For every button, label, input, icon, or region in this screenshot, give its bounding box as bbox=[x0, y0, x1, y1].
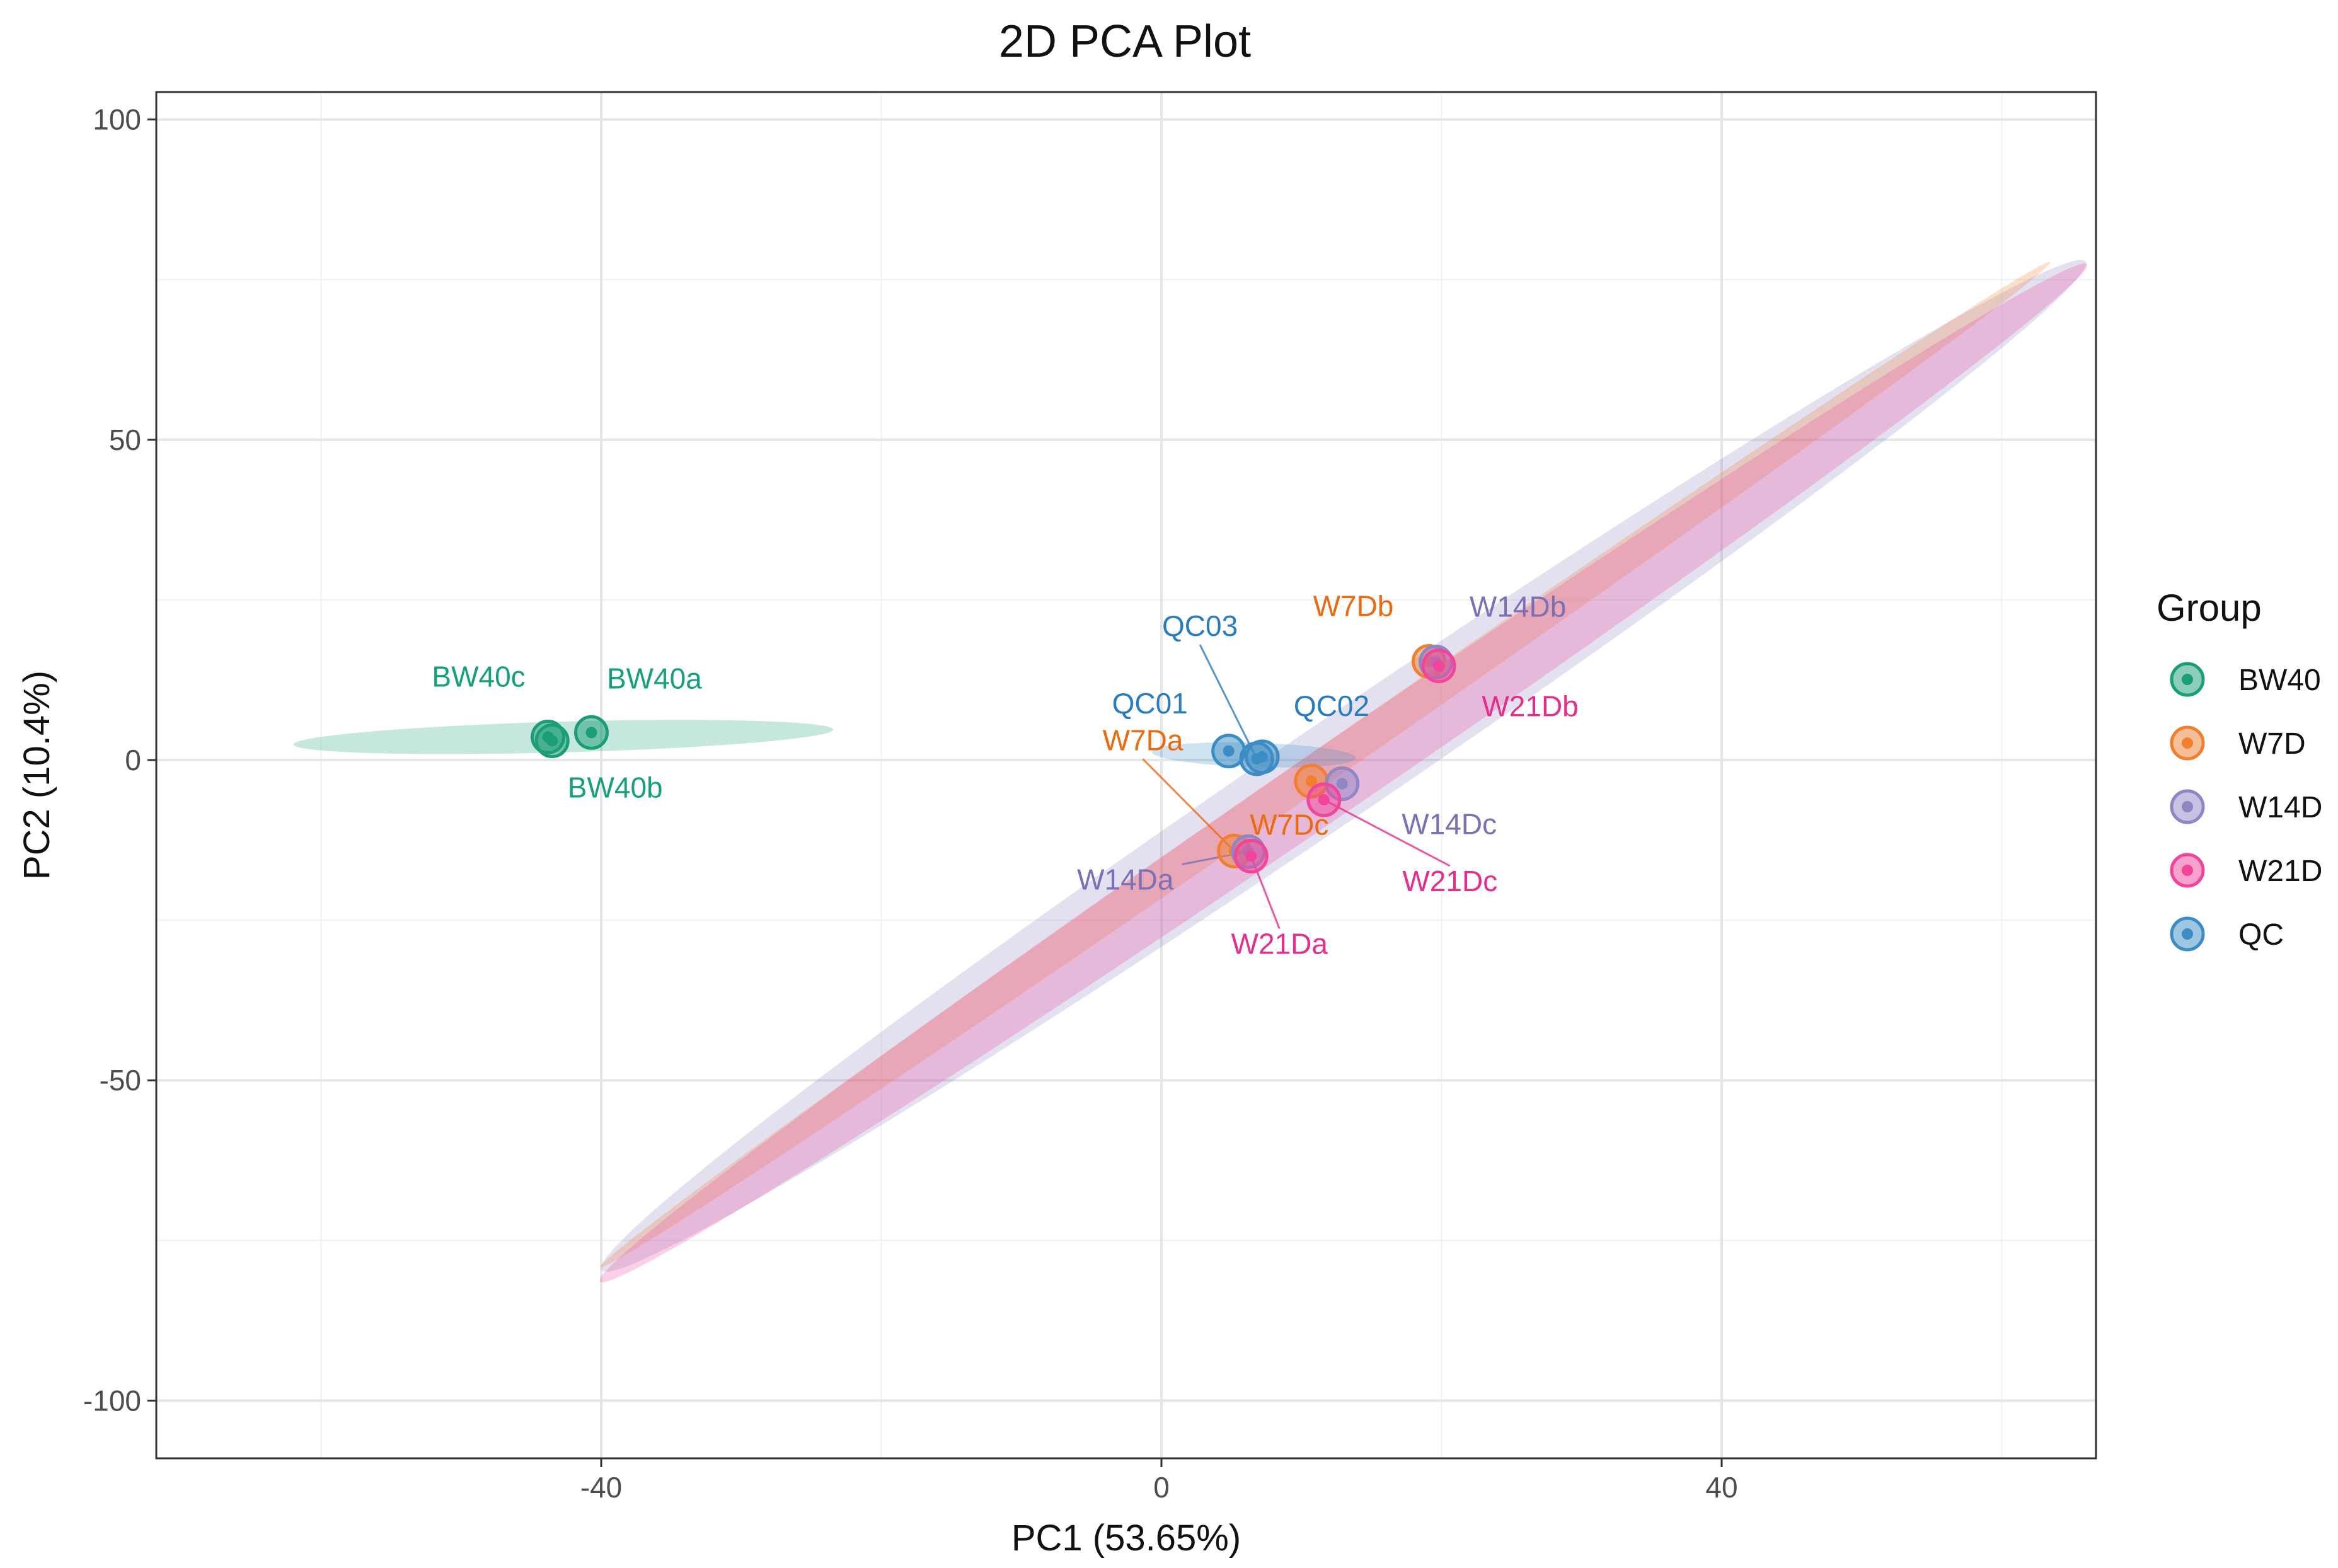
point-center bbox=[542, 731, 554, 743]
point-w21dc bbox=[1306, 782, 1342, 817]
point-w21da bbox=[1233, 838, 1269, 873]
point-center bbox=[1433, 660, 1445, 672]
plot-panel-border bbox=[155, 91, 2097, 1460]
point-center bbox=[585, 727, 597, 739]
legend-item-w14d: W14D bbox=[2170, 789, 2322, 824]
axis-ticks: -40 0 40 100 50 0 -50 -100 bbox=[83, 103, 1738, 1504]
legend-title: Group bbox=[2157, 587, 2262, 629]
legend-item-bw40: BW40 bbox=[2170, 662, 2321, 697]
legend-label: W14D bbox=[2238, 791, 2322, 824]
point-center bbox=[1223, 745, 1235, 757]
point-label-w14db: W14Db bbox=[1470, 590, 1566, 623]
point-label-w14dc: W14Dc bbox=[1402, 808, 1497, 841]
point-label-qc01: QC01 bbox=[1112, 687, 1188, 720]
point-label-w21db: W21Db bbox=[1482, 690, 1578, 723]
point-label-w7da: W7Da bbox=[1103, 723, 1183, 756]
legend-key-center bbox=[2182, 865, 2193, 876]
legend-label: W7D bbox=[2238, 727, 2306, 761]
confidence-ellipses bbox=[293, 260, 2088, 1283]
point-center bbox=[1318, 794, 1330, 806]
x-tick-label: 40 bbox=[1705, 1471, 1737, 1504]
ellipse-w7d bbox=[600, 262, 2051, 1267]
point-label-qc02: QC02 bbox=[1294, 689, 1369, 722]
y-tick-label: 0 bbox=[125, 744, 141, 776]
y-tick-label: 50 bbox=[109, 424, 141, 456]
point-bw40a bbox=[573, 715, 609, 750]
point-center bbox=[1336, 778, 1348, 790]
point-label-qc03: QC03 bbox=[1162, 609, 1238, 642]
legend-key-center bbox=[2182, 737, 2193, 749]
point-labels: BW40a BW40b BW40c W7Da W7Db W7Dc W14Da W14Db W14… bbox=[432, 589, 1578, 960]
x-tick-label: 0 bbox=[1153, 1471, 1170, 1504]
y-tick-label: -50 bbox=[100, 1064, 141, 1097]
legend: Group BW40 W7D W14D W21D QC bbox=[2157, 587, 2322, 952]
x-axis-title: PC1 (53.65%) bbox=[1011, 1518, 1241, 1559]
point-label-bw40a: BW40a bbox=[607, 662, 702, 695]
y-axis-title: PC2 (10.4%) bbox=[16, 671, 57, 880]
leader-qc03 bbox=[1199, 644, 1258, 759]
ellipse-w14d bbox=[601, 260, 2087, 1272]
point-label-w21dc: W21Dc bbox=[1402, 865, 1497, 897]
y-tick-label: 100 bbox=[93, 103, 141, 136]
leader-w21dc bbox=[1323, 798, 1451, 867]
point-label-w7db: W7Db bbox=[1313, 589, 1394, 622]
point-w21db bbox=[1421, 649, 1456, 684]
legend-label: BW40 bbox=[2238, 664, 2321, 697]
legend-item-qc: QC bbox=[2170, 916, 2284, 952]
point-qc03 bbox=[1239, 741, 1274, 776]
chart-title: 2D PCA Plot bbox=[999, 16, 1251, 67]
point-label-bw40c: BW40c bbox=[432, 660, 525, 693]
data-points bbox=[531, 643, 1456, 873]
point-center bbox=[1305, 775, 1317, 787]
legend-item-w7d: W7D bbox=[2170, 725, 2306, 761]
legend-key-center bbox=[2182, 674, 2193, 685]
leader-w7da bbox=[1142, 758, 1235, 852]
legend-label: QC bbox=[2238, 918, 2284, 952]
y-tick-label: -100 bbox=[83, 1384, 141, 1417]
point-label-bw40b: BW40b bbox=[568, 771, 663, 804]
point-bw40c bbox=[531, 719, 566, 754]
point-label-w14da: W14Da bbox=[1077, 863, 1174, 896]
point-center bbox=[1251, 752, 1263, 764]
legend-key-center bbox=[2182, 801, 2193, 812]
point-label-w21da: W21Da bbox=[1231, 927, 1328, 960]
x-tick-label: -40 bbox=[580, 1471, 622, 1504]
point-label-w7dc: W7Dc bbox=[1250, 809, 1328, 841]
grid-lines bbox=[156, 92, 2096, 1458]
point-center bbox=[1245, 850, 1257, 862]
legend-key-center bbox=[2182, 928, 2193, 940]
legend-item-w21d: W21D bbox=[2170, 853, 2322, 888]
legend-label: W21D bbox=[2238, 855, 2322, 888]
